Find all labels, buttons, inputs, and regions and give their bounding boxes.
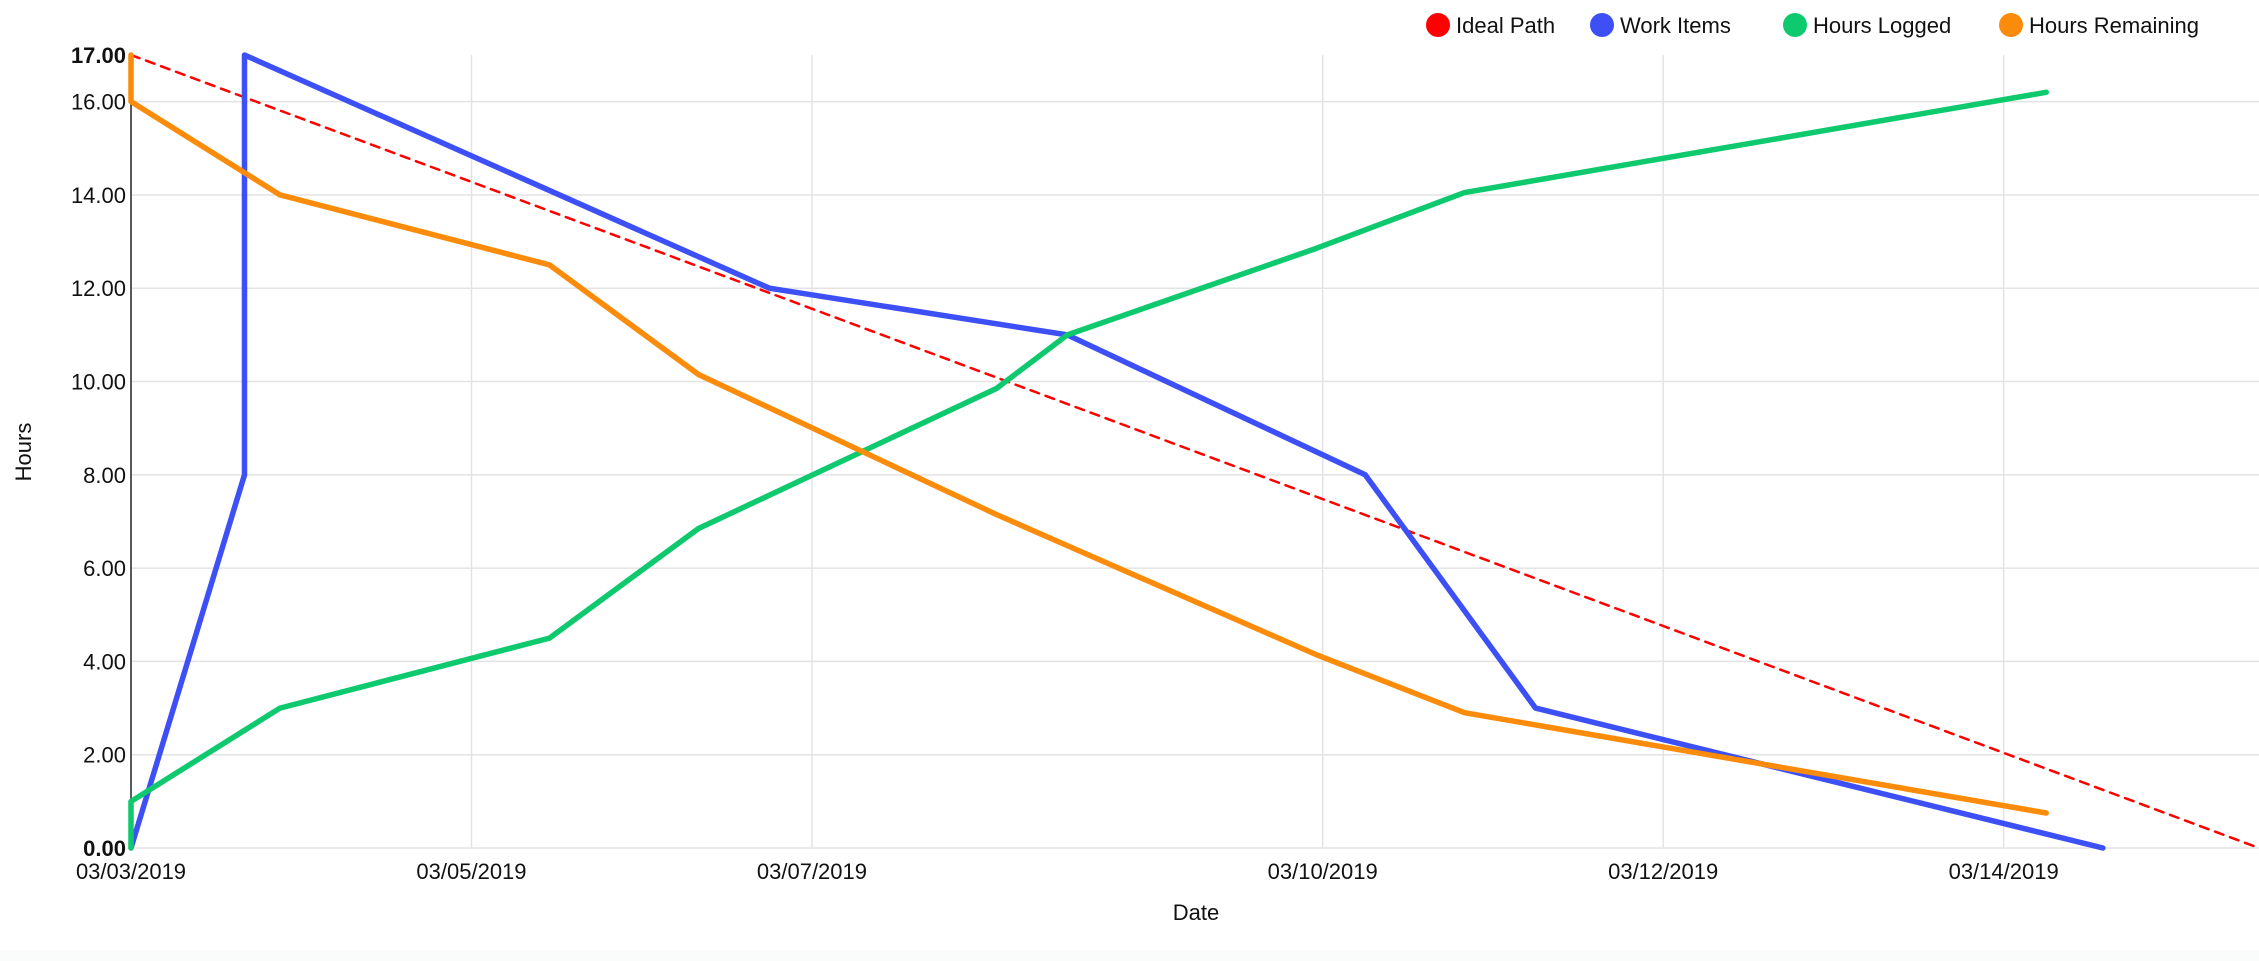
y-tick-label: 17.00: [71, 43, 126, 68]
legend-label-hours-logged: Hours Logged: [1813, 13, 1951, 38]
y-axis-title: Hours: [11, 423, 36, 482]
legend-label-work-items: Work Items: [1620, 13, 1731, 38]
y-tick-label: 2.00: [83, 743, 126, 768]
x-axis-title: Date: [1173, 900, 1219, 925]
y-tick-label: 16.00: [71, 90, 126, 115]
x-tick-label: 03/10/2019: [1268, 859, 1378, 884]
y-tick-label: 0.00: [83, 836, 126, 861]
gridlines: [131, 55, 2259, 849]
x-tick-label: 03/12/2019: [1608, 859, 1718, 884]
x-tick-label: 03/07/2019: [757, 859, 867, 884]
x-tick-label: 03/14/2019: [1949, 859, 2059, 884]
y-tick-label: 10.00: [71, 370, 126, 395]
y-tick-label: 14.00: [71, 183, 126, 208]
legend-marker-ideal-path: [1426, 13, 1450, 37]
y-tick-label: 12.00: [71, 276, 126, 301]
legend-marker-hours-logged: [1783, 13, 1807, 37]
legend-marker-work-items: [1590, 13, 1614, 37]
x-tick-label: 03/03/2019: [76, 859, 186, 884]
series-line-hours-remaining: [128, 52, 2049, 816]
y-tick-label: 4.00: [83, 649, 126, 674]
y-tick-label: 6.00: [83, 556, 126, 581]
series-line-hours-logged: [128, 89, 2049, 851]
legend-label-hours-remaining: Hours Remaining: [2029, 13, 2199, 38]
x-tick-label: 03/05/2019: [416, 859, 526, 884]
legend-label-ideal-path: Ideal Path: [1456, 13, 1555, 38]
series-line-ideal-path: [129, 53, 2259, 850]
axes: 0.00 2.00 4.00 6.00 8.00 10.00 12.00 14.00 16.00…: [71, 43, 2059, 884]
y-tick-label: 8.00: [83, 463, 126, 488]
legend: Ideal Path Work Items Hours Logged Hours Re…: [1426, 13, 2199, 38]
series-line-work-items: [128, 52, 2106, 851]
legend-marker-hours-remaining: [1999, 13, 2023, 37]
series-lines: [128, 52, 2259, 851]
